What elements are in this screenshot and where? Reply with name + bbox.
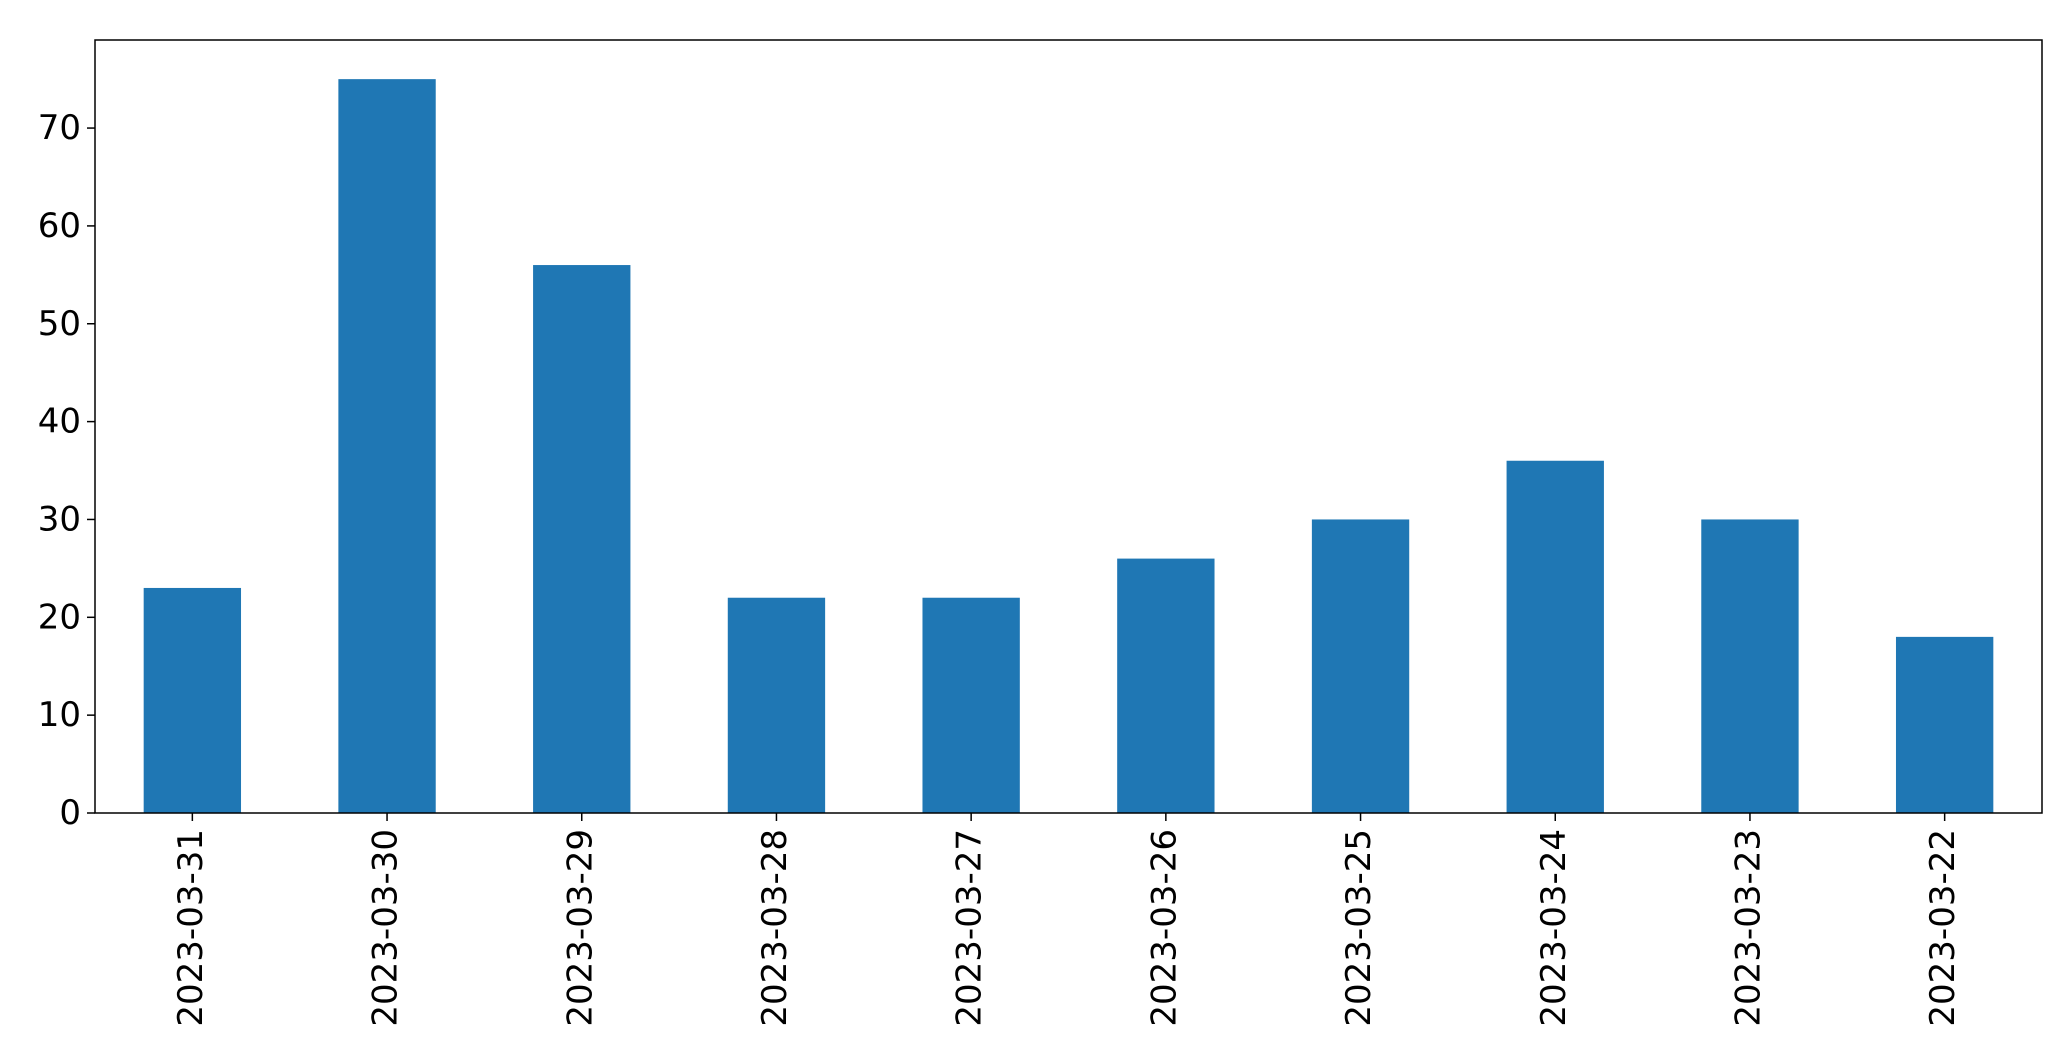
bar-2023-03-31 [143,587,242,813]
x-tick-label: 2023-03-30 [366,829,406,1027]
y-tick-label: 10 [38,695,81,735]
y-tick-label: 70 [38,108,81,148]
x-axis: 2023-03-31 2023-03-30 2023-03-29 2023-03-28… [171,813,1963,1027]
bar-2023-03-22 [1895,636,1994,813]
bar-2023-03-26 [1117,558,1215,813]
bar-2023-03-24 [1506,460,1604,813]
bar-2023-03-28 [727,597,826,813]
y-tick-label: 20 [38,597,81,637]
y-tick-label: 0 [59,793,81,833]
x-tick-label: 2023-03-26 [1144,829,1184,1027]
bar-2023-03-23 [1701,519,1799,813]
x-tick-label: 2023-03-24 [1534,829,1574,1027]
bar-2023-03-30 [338,79,436,814]
bar-2023-03-27 [922,597,1020,813]
x-tick-label: 2023-03-31 [171,829,211,1027]
y-tick-label: 40 [38,402,81,442]
y-tick-label: 50 [38,304,81,344]
axes-layer [94,39,2043,814]
x-tick-label: 2023-03-22 [1923,829,1963,1027]
bar-2023-03-25 [1311,519,1410,813]
bar-2023-03-29 [533,265,631,813]
y-axis: 0 10 20 30 40 50 60 70 [38,108,95,833]
x-tick-label: 2023-03-29 [560,829,600,1027]
x-tick-label: 2023-03-25 [1339,829,1379,1027]
y-tick-label: 60 [38,206,81,246]
plot-frame [94,39,2043,814]
x-tick-label: 2023-03-28 [755,829,795,1027]
y-tick-label: 30 [38,499,81,539]
x-tick-label: 2023-03-27 [950,829,990,1027]
x-tick-label: 2023-03-23 [1728,829,1768,1027]
bars-layer [143,79,1994,814]
